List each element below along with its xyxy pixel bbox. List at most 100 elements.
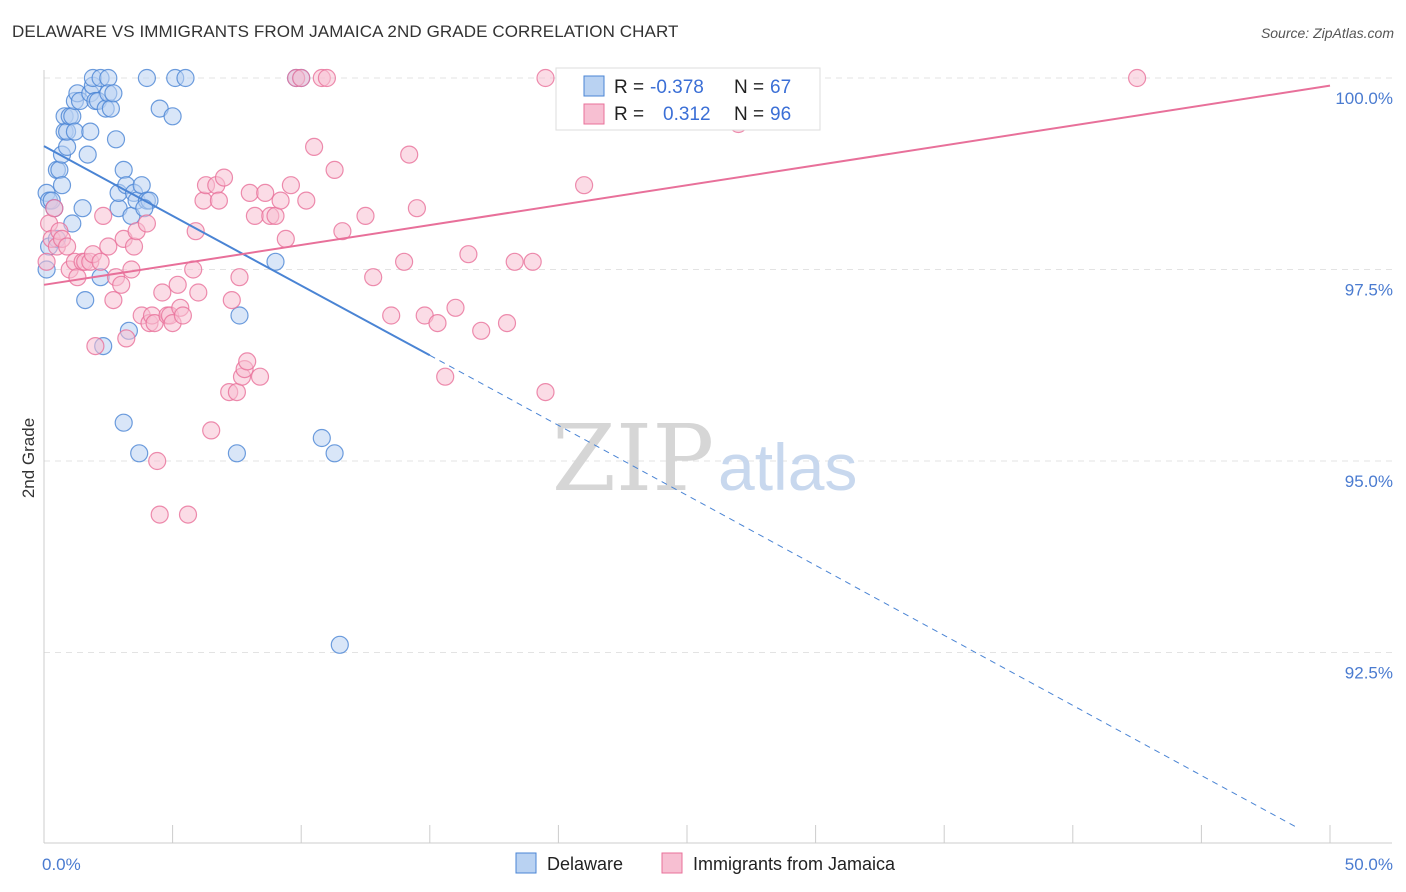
jamaica-point [222,291,241,310]
source-label: Source: ZipAtlas.com [1260,25,1394,41]
jamaica-point [57,237,77,256]
jamaica-point [281,176,300,195]
jamaica-point [574,176,594,195]
jamaica-point [446,298,465,317]
delaware-point [230,306,249,325]
delaware-point [104,84,123,103]
jamaica-point [407,199,426,218]
jamaica-point [91,252,110,271]
stats-n-label: N = [734,104,764,125]
delaware-point [176,68,195,88]
legend-swatch-delaware [515,852,537,874]
stats-r-label: R = [614,77,644,98]
chart-title: DELAWARE VS IMMIGRANTS FROM JAMAICA 2ND … [12,22,679,41]
legend-item-jamaica[interactable]: Immigrants from Jamaica [661,852,896,874]
delaware-point [99,68,118,88]
jamaica-point [271,191,290,210]
jamaica-point [382,306,401,325]
jamaica-point [99,237,118,256]
jamaica-point [153,283,172,302]
jamaica-point [505,252,524,271]
jamaica-point [276,229,295,248]
legend-label-jamaica: Immigrants from Jamaica [693,854,896,874]
jamaica-point [428,314,447,333]
jamaica-point [297,191,316,210]
jamaica-point [150,505,169,524]
delaware-point [76,291,95,310]
jamaica-trend-line [43,84,1331,286]
stats-row-jamaica: R = 0.312 N = 96 [583,103,791,125]
jamaica-point [86,337,105,356]
stats-r-value: 0.312 [663,104,711,125]
delaware-point [114,413,133,432]
jamaica-point [117,329,136,348]
jamaica-point [214,168,234,187]
jamaica-point [325,160,344,179]
jamaica-point [148,451,167,471]
y-tick-label: 95.0% [1345,472,1393,491]
jamaica-point [68,268,87,287]
jamaica-point [364,268,383,287]
delaware-point [73,199,92,218]
jamaica-point [245,206,264,225]
jamaica-point [250,367,270,386]
jamaica-point [168,275,187,294]
jamaica-point [356,206,375,225]
delaware-point [163,107,182,126]
jamaica-point [189,283,208,302]
jamaica-point [459,245,478,264]
y-axis-label: 2nd Grade [19,418,38,498]
stats-n-label: N = [734,77,764,98]
jamaica-point [523,252,542,271]
watermark: ZIP atlas [552,405,857,512]
axes-layer: 100.0% 97.5% 95.0% 92.5% 0.0% 50.0% [42,70,1393,874]
delaware-point [266,252,285,271]
y-tick-label: 92.5% [1345,664,1393,683]
stats-box: R = -0.378 N = 67 R = 0.312 N = 96 [555,67,821,131]
stats-r-label: R = [614,104,644,125]
delaware-point [312,428,331,448]
jamaica-point [536,68,555,88]
jamaica-point [124,237,144,256]
y-tick-label: 100.0% [1335,89,1393,108]
jamaica-point [472,321,491,340]
jamaica-point [333,222,352,241]
legend-item-delaware[interactable]: Delaware [515,852,623,874]
jamaica-point [202,421,221,440]
jamaica-point [94,206,113,225]
jamaica-point [266,206,285,225]
delaware-point [78,145,97,164]
delaware-trend-line [43,145,431,357]
points-layer [37,68,1147,654]
delaware-point [101,99,121,118]
jamaica-point [238,352,257,371]
delaware-point [65,122,85,141]
stats-r-value: -0.378 [650,77,704,98]
delaware-point [81,122,100,141]
jamaica-point [173,306,192,325]
jamaica-point [37,252,56,271]
jamaica-point [317,68,336,88]
jamaica-point [395,252,414,271]
delaware-trend-extension [429,354,1300,830]
jamaica-point [240,183,259,202]
delaware-point [130,444,149,463]
stats-swatch-jamaica [583,103,605,125]
jamaica-point [209,191,228,210]
jamaica-point [104,291,123,310]
x-tick-label: 50.0% [1345,855,1393,874]
delaware-point [330,635,349,654]
delaware-point [57,137,77,156]
jamaica-point [137,214,156,233]
watermark-zip: ZIP [552,405,714,512]
jamaica-point [436,367,455,386]
trend-layer [43,84,1331,830]
stats-swatch-delaware [583,75,605,97]
jamaica-point [230,268,249,287]
jamaica-point [178,505,198,524]
delaware-point [52,176,72,195]
delaware-point [227,444,246,463]
y-tick-label: 97.5% [1345,281,1393,300]
delaware-point [137,68,156,88]
